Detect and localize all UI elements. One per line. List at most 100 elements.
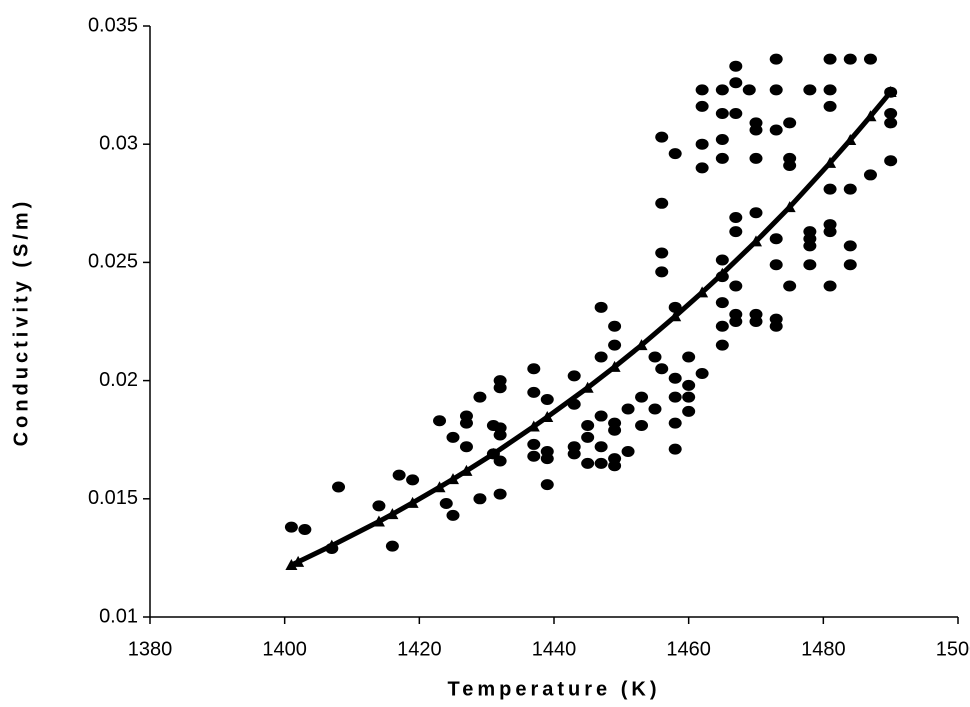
point <box>608 339 622 351</box>
point <box>715 297 729 309</box>
x-tick-label: 1460 <box>666 638 711 660</box>
triangle-marker <box>864 110 877 122</box>
point <box>729 107 743 119</box>
point <box>749 124 763 136</box>
point <box>527 386 541 398</box>
point <box>635 420 649 432</box>
triangle-marker <box>433 481 446 493</box>
point <box>884 107 898 119</box>
point <box>682 391 696 403</box>
point <box>769 320 783 332</box>
point <box>803 84 817 96</box>
point <box>540 479 554 491</box>
point <box>715 339 729 351</box>
point <box>433 415 447 427</box>
point <box>729 226 743 238</box>
y-tick-label: 0.01 <box>99 605 138 627</box>
x-tick-label: 1420 <box>397 638 442 660</box>
point <box>823 100 837 112</box>
x-tick-label: 1480 <box>801 638 846 660</box>
triangle-marker <box>783 201 796 213</box>
point <box>863 53 877 65</box>
triangle-marker <box>669 310 682 322</box>
triangle-marker <box>372 515 385 527</box>
point <box>594 351 608 363</box>
triangle-marker <box>325 539 338 551</box>
triangle-marker <box>527 420 540 432</box>
point <box>863 169 877 181</box>
triangle-marker <box>386 508 399 520</box>
x-tick-label: 1500 <box>936 638 970 660</box>
point <box>581 431 595 443</box>
point <box>581 457 595 469</box>
point <box>385 540 399 552</box>
y-tick-label: 0.025 <box>88 251 138 273</box>
point <box>682 351 696 363</box>
point <box>459 441 473 453</box>
point <box>843 259 857 271</box>
point <box>655 197 669 209</box>
point <box>769 124 783 136</box>
y-tick-label: 0.03 <box>99 132 138 154</box>
point <box>594 301 608 313</box>
y-tick-label: 0.015 <box>88 487 138 509</box>
point <box>823 280 837 292</box>
triangle-marker <box>716 267 729 279</box>
point <box>884 117 898 129</box>
point <box>729 211 743 223</box>
point <box>823 226 837 238</box>
point <box>715 107 729 119</box>
point <box>594 410 608 422</box>
triangle-marker <box>292 555 305 567</box>
x-tick-label: 1380 <box>128 638 173 660</box>
point <box>769 53 783 65</box>
triangle-marker <box>824 156 837 168</box>
point <box>682 379 696 391</box>
point <box>372 500 386 512</box>
point <box>439 498 453 510</box>
x-tick-label: 1400 <box>262 638 307 660</box>
point <box>608 320 622 332</box>
point <box>594 441 608 453</box>
point <box>655 131 669 143</box>
point <box>884 155 898 167</box>
point <box>715 152 729 164</box>
triangle-marker <box>487 447 500 459</box>
point <box>655 363 669 375</box>
point <box>695 138 709 150</box>
point <box>473 493 487 505</box>
point <box>493 382 507 394</box>
point <box>695 100 709 112</box>
point <box>668 391 682 403</box>
point <box>695 84 709 96</box>
triangle-marker <box>884 85 897 97</box>
triangle-marker <box>608 360 621 372</box>
point <box>749 316 763 327</box>
point <box>621 446 635 458</box>
point <box>749 207 763 219</box>
point <box>594 457 608 469</box>
point <box>783 117 797 129</box>
point <box>406 474 420 486</box>
point <box>473 391 487 403</box>
point <box>695 162 709 174</box>
point <box>769 259 783 271</box>
point <box>668 301 682 313</box>
point <box>527 438 541 450</box>
point <box>668 148 682 160</box>
point <box>715 320 729 332</box>
y-tick-label: 0.035 <box>88 14 138 36</box>
point <box>392 469 406 481</box>
point <box>803 240 817 252</box>
point <box>715 84 729 96</box>
point <box>749 152 763 164</box>
point <box>682 405 696 417</box>
triangle-marker <box>696 286 709 298</box>
point <box>527 450 541 462</box>
point <box>608 424 622 436</box>
point <box>715 254 729 266</box>
point <box>298 524 312 536</box>
point <box>803 259 817 271</box>
point <box>493 429 507 441</box>
